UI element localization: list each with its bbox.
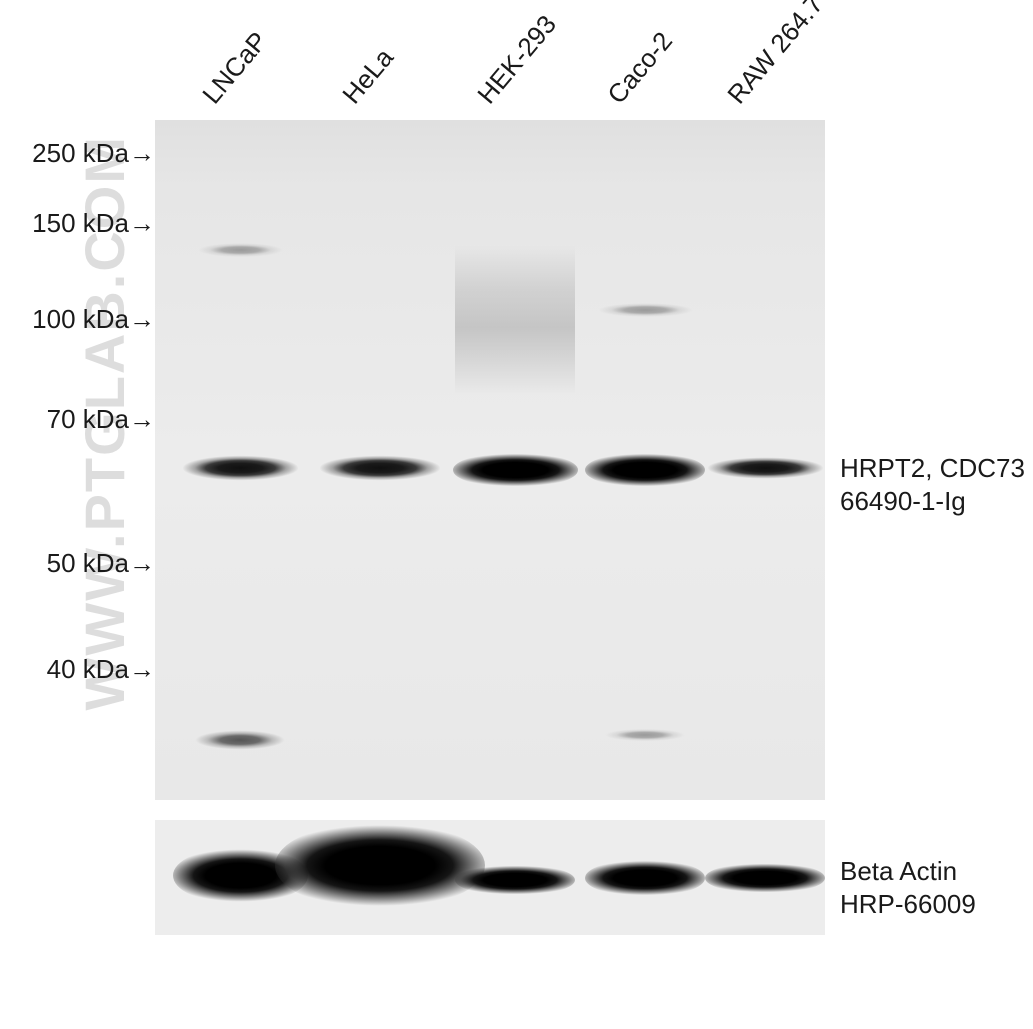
mw-marker: 150 kDa→ bbox=[32, 208, 155, 239]
blot-band bbox=[585, 453, 705, 487]
blot-smear bbox=[455, 245, 575, 395]
blot-band bbox=[275, 823, 485, 908]
lane-label: HeLa bbox=[336, 42, 400, 110]
blot-band bbox=[705, 863, 825, 893]
mw-marker: 40 kDa→ bbox=[47, 654, 155, 685]
blot-band bbox=[455, 865, 575, 895]
blot-band bbox=[183, 454, 298, 482]
lane-label: Caco-2 bbox=[601, 26, 679, 110]
blot-band bbox=[585, 860, 705, 896]
antibody-label-target: HRPT2, CDC73 66490-1-Ig bbox=[840, 452, 1025, 517]
blot-band bbox=[605, 728, 685, 742]
blot-band bbox=[453, 453, 578, 487]
mw-marker: 100 kDa→ bbox=[32, 304, 155, 335]
mw-marker: 70 kDa→ bbox=[47, 404, 155, 435]
antibody-label-line: 66490-1-Ig bbox=[840, 485, 1025, 518]
blot-band bbox=[598, 302, 693, 318]
lane-label: HEK-293 bbox=[471, 9, 563, 110]
lane-label: RAW 264.7 bbox=[721, 0, 830, 110]
antibody-label-line: HRPT2, CDC73 bbox=[840, 452, 1025, 485]
antibody-label-line: HRP-66009 bbox=[840, 888, 976, 921]
blot-band bbox=[708, 456, 823, 480]
lane-label: LNCaP bbox=[196, 26, 274, 110]
mw-marker: 250 kDa→ bbox=[32, 138, 155, 169]
blot-panel-target bbox=[155, 120, 825, 800]
blot-band bbox=[198, 242, 283, 258]
lane-labels: LNCaP HeLa HEK-293 Caco-2 RAW 264.7 bbox=[155, 0, 855, 120]
antibody-label-loading: Beta Actin HRP-66009 bbox=[840, 855, 976, 920]
blot-band bbox=[320, 454, 440, 482]
figure-container: WWW.PTGLAB.COM LNCaPHeLaHEK-293Caco-2RAW… bbox=[0, 0, 1033, 1029]
mw-marker: 50 kDa→ bbox=[47, 548, 155, 579]
blot-band bbox=[195, 729, 285, 751]
blot-panel-loading-control bbox=[155, 820, 825, 935]
antibody-label-line: Beta Actin bbox=[840, 855, 976, 888]
